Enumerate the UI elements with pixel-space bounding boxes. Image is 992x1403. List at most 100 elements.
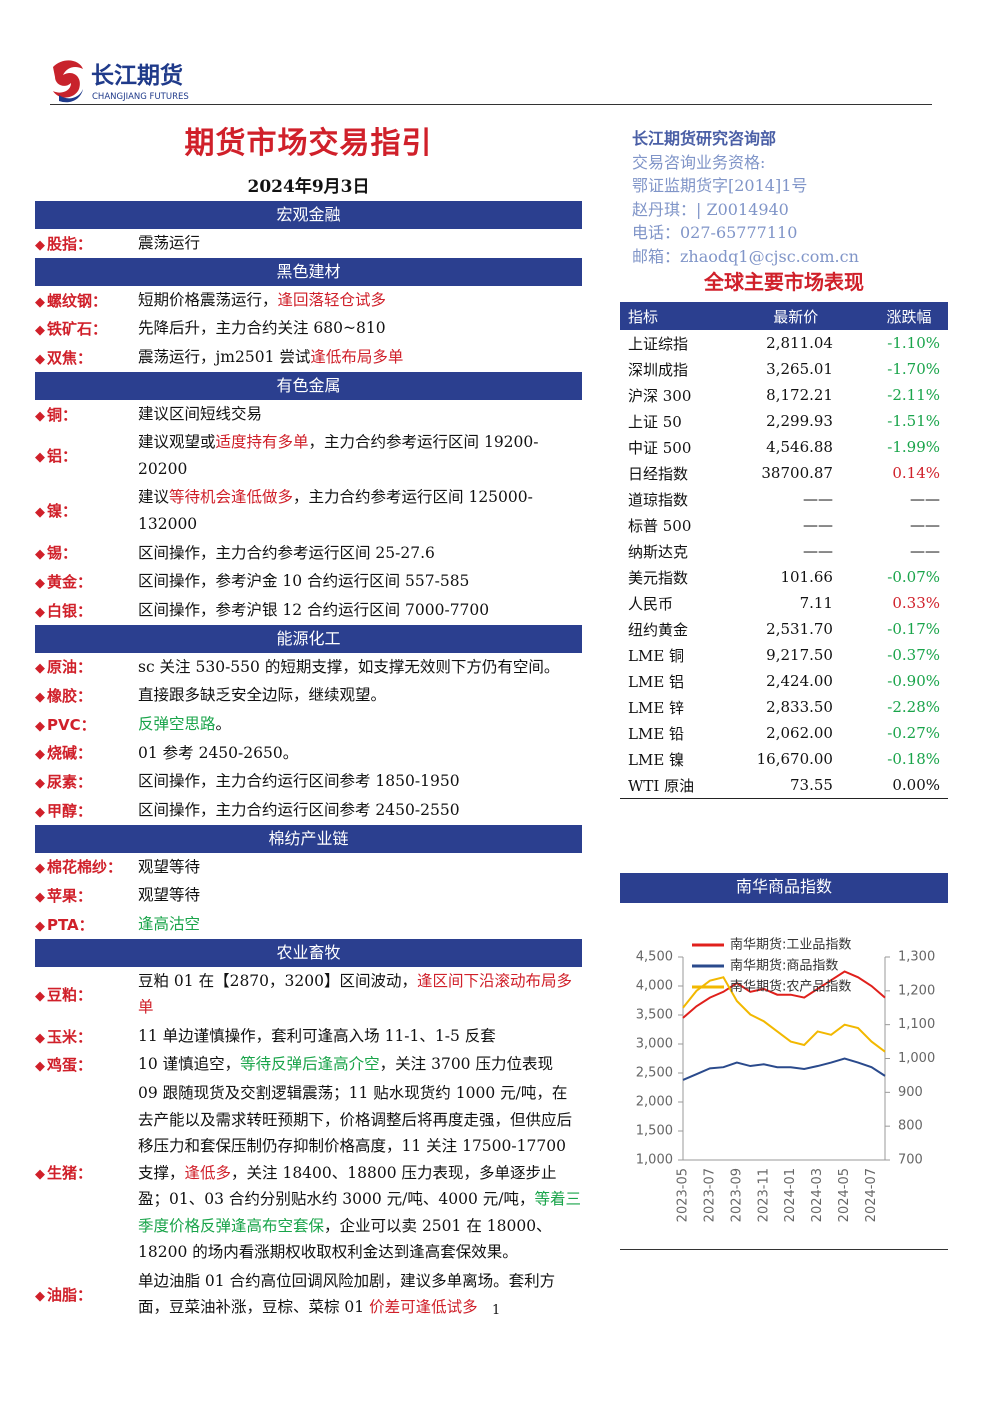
item-text: 区间操作，主力合约运行区间参考 1850-1950: [138, 767, 582, 796]
cell-price: ——: [802, 516, 833, 534]
cell-price: 4,546.88: [766, 438, 833, 456]
text-segment: 单边油脂 01 合约高位回调风险加剧，建议多单离场。套利方面，豆菜油补涨，豆棕、…: [138, 1271, 556, 1317]
item-text: 反弹空思路。: [138, 710, 582, 739]
text-segment: 10 谨慎追空，: [138, 1055, 241, 1074]
cell-price: 73.55: [721, 772, 863, 799]
cell-name: 人民币: [628, 594, 674, 613]
text-segment: ，关注 3700 压力位表现: [379, 1055, 553, 1074]
cell-name: 纳斯达克: [628, 542, 689, 561]
cell-price: 2,833.50: [766, 698, 833, 716]
cell-name: LME 铜: [628, 646, 685, 665]
cell-change: ——: [910, 542, 940, 560]
logo-en: CHANGJIANG FUTURES: [92, 92, 189, 102]
text-segment: 11 单边谨慎操作，套利可逢高入场 11-1、1-5 反套: [138, 1026, 496, 1045]
item-label: 尿素：: [35, 771, 138, 792]
item: 铁矿石：先降后升，主力合约关注 680~810: [35, 314, 582, 343]
item: 苹果：观望等待: [35, 881, 582, 910]
logo-name: 长江期货: [91, 62, 183, 89]
cell-price: 8,172.21: [766, 386, 833, 404]
item: 黄金：区间操作，参考沪金 10 合约运行区间 557-585: [35, 567, 582, 596]
table-row: LME 铝 2,424.00 -0.90%: [620, 668, 948, 694]
cell-price: ——: [802, 542, 833, 560]
cell-change: -0.17%: [887, 620, 940, 638]
legend-label: 南华期货:工业品指数: [730, 937, 851, 953]
item-label: 生猪：: [35, 1162, 138, 1183]
item: 甲醇：区间操作，主力合约运行区间参考 2450-2550: [35, 796, 582, 825]
item-label: 铜：: [35, 404, 138, 425]
item-label: 豆粕：: [35, 984, 138, 1005]
text-segment: 等待机会逢低做多: [169, 488, 294, 507]
cell-name: LME 镍: [628, 750, 685, 769]
y2-tick-label: 1,200: [898, 983, 935, 998]
cell-name: 美元指数: [628, 568, 689, 587]
item-text: 观望等待: [138, 881, 582, 910]
y2-tick-label: 800: [898, 1119, 923, 1134]
item-text: 区间操作，参考沪金 10 合约运行区间 557-585: [138, 567, 582, 596]
item-label: 玉米：: [35, 1026, 138, 1047]
cell-change: -0.07%: [887, 568, 940, 586]
y2-tick-label: 1,100: [898, 1017, 935, 1032]
item: 锡：区间操作，主力合约参考运行区间 25-27.6: [35, 538, 582, 567]
item-text: 短期价格震荡运行，逢回落轻仓试多: [138, 286, 582, 315]
item-label: 油脂：: [35, 1284, 138, 1305]
series-line: [682, 970, 886, 1019]
text-segment: 建议区间短线交易: [138, 404, 263, 423]
text-segment: 建议观望或: [138, 433, 216, 452]
cell-change: -0.90%: [887, 672, 940, 690]
cell-change: -1.70%: [887, 360, 940, 378]
cell-name: LME 锌: [628, 698, 685, 717]
table-row: 中证 500 4,546.88 -1.99%: [620, 434, 948, 460]
text-segment: ，企业可以卖 2501 在 18000、18200 的场内看涨期权收取权利金达到…: [138, 1216, 552, 1262]
title: 期货市场交易指引: [184, 126, 433, 161]
section-header: 棉纺产业链: [35, 824, 582, 853]
y-tick-label: 3,000: [636, 1037, 673, 1052]
logo: 长江期货 CHANGJIANG FUTURES: [53, 60, 189, 103]
item-label: 双焦：: [35, 347, 138, 368]
text-segment: 。: [215, 714, 232, 733]
item-label: 烧碱：: [35, 742, 138, 763]
cell-price: 3,265.01: [766, 360, 833, 378]
item: 生猪：09 跟随现货及交割逻辑震荡；11 贴水现货约 1000 元/吨，在去产能…: [35, 1079, 582, 1267]
contact-line: 邮箱：zhaodq1@cjsc.com.cn: [632, 246, 859, 266]
contact-line: 赵丹琪：| Z0014940: [632, 199, 789, 219]
item-label: 铁矿石：: [35, 318, 138, 339]
text-segment: 震荡运行，jm2501 尝试: [138, 348, 311, 367]
table-row: LME 锌 2,833.50 -2.28%: [620, 694, 948, 720]
item-label: 原油：: [35, 656, 138, 677]
item: 尿素：区间操作，主力合约运行区间参考 1850-1950: [35, 767, 582, 796]
x-tick-label: 2023-07: [702, 1168, 717, 1222]
text-segment: 适度持有多单: [215, 433, 309, 452]
table-row: 沪深 300 8,172.21 -2.11%: [620, 382, 948, 408]
table-row: 上证 50 2,299.93 -1.51%: [620, 408, 948, 434]
cell-price: 7.11: [799, 594, 833, 612]
cell-change: -0.27%: [887, 724, 940, 742]
y-tick-label: 1,500: [636, 1124, 673, 1139]
text-segment: 逢区间下沿滚动布局多单: [138, 971, 572, 1017]
item-text: 逢高沽空: [138, 910, 582, 939]
text-segment: 观望等待: [138, 886, 201, 905]
item-label: 橡胶：: [35, 685, 138, 706]
item-text: 建议观望或适度持有多单，主力合约参考运行区间 19200-20200: [138, 428, 582, 483]
section-header: 有色金属: [35, 371, 582, 400]
y2-tick-label: 1,000: [898, 1051, 935, 1066]
text-segment: ，关注 18400、18800 压力表现，多单逐步止盈；01、03 合约分别贴水…: [138, 1163, 557, 1209]
cell-name: 深圳成指: [628, 360, 689, 379]
item-label: PTA：: [35, 914, 138, 935]
text-segment: 逢低多: [184, 1163, 232, 1182]
cell-change: ——: [910, 516, 940, 534]
item-text: 01 参考 2450-2650。: [138, 739, 582, 768]
cell-name: 沪深 300: [628, 386, 692, 405]
item-text: 先降后升，主力合约关注 680~810: [138, 314, 582, 343]
item: 镍：建议等待机会逢低做多，主力合约参考运行区间 125000-132000: [35, 483, 582, 538]
column-header: 指标: [620, 302, 722, 330]
item-text: 豆粕 01 在【2870，3200】区间波动，逢区间下沿滚动布局多单: [138, 967, 582, 1022]
contact-line: 鄂证监期货字[2014]1号: [632, 176, 808, 196]
item: 鸡蛋：10 谨慎追空，等待反弹后逢高介空，关注 3700 压力位表现: [35, 1050, 582, 1079]
cell-change: -0.18%: [887, 750, 940, 768]
column-header: 最新价: [721, 302, 863, 330]
cell-price: 2,424.00: [766, 672, 833, 690]
text-segment: ，主力合约参考运行区间 125000-132000: [138, 488, 533, 533]
item-text: 09 跟随现货及交割逻辑震荡；11 贴水现货约 1000 元/吨，在去产能以及需…: [138, 1079, 582, 1267]
strategy-list: 宏观金融股指：震荡运行黑色建材螺纹钢：短期价格震荡运行，逢回落轻仓试多铁矿石：先…: [35, 201, 582, 1322]
item-text: 震荡运行: [138, 229, 582, 258]
